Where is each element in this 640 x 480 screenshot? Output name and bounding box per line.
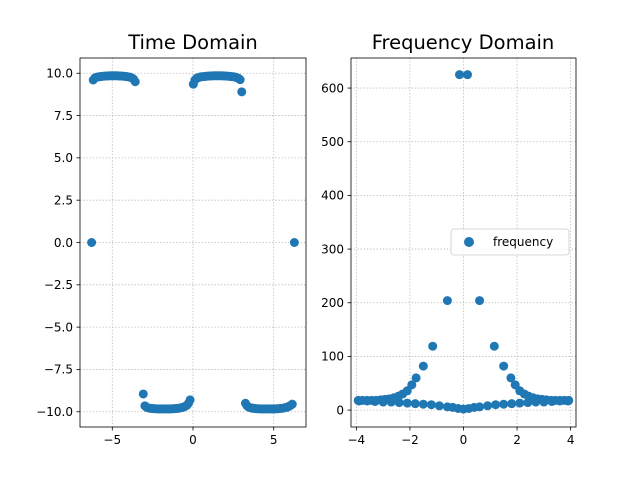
frequency-domain-ticks: −4 −2 0 2 4 0 100 200 300 400 500 600 (321, 81, 574, 447)
time-domain-y-tick-label: −5.0 (44, 320, 73, 334)
frequency-domain-point (547, 397, 557, 407)
time-domain-y-tick-label: 7.5 (54, 109, 73, 123)
frequency-domain-point (499, 361, 509, 371)
frequency-domain-panel: Frequency Domain −4 −2 0 2 4 0 100 200 300 400 500… (321, 31, 577, 447)
frequency-domain-point (499, 399, 509, 409)
time-domain-point (87, 238, 97, 247)
frequency-domain-point (418, 399, 428, 409)
frequency-domain-point (475, 296, 485, 306)
frequency-domain-point (394, 398, 404, 408)
time-domain-y-tick-label: −2.5 (44, 278, 73, 292)
time-domain-point (235, 75, 245, 85)
frequency-domain-point (411, 373, 421, 383)
time-domain-grid (80, 58, 306, 427)
frequency-domain-point (410, 399, 420, 409)
time-domain-x-tick-label: 5 (270, 433, 278, 447)
frequency-domain-point (506, 373, 516, 383)
frequency-domain-point (483, 401, 493, 411)
frequency-domain-grid (351, 58, 576, 427)
frequency-domain-point (491, 400, 501, 410)
frequency-domain-point (370, 397, 380, 407)
time-domain-ticks: −5 0 5 10.0 7.5 5.0 2.5 0.0 −2.5 −5.0 −7.5 −10.0 (36, 67, 277, 447)
frequency-domain-point (454, 70, 464, 80)
frequency-domain-point (407, 380, 417, 390)
frequency-domain-y-tick-label: 400 (321, 189, 344, 203)
frequency-domain-y-tick-label: 500 (321, 135, 344, 149)
frequency-domain-point (386, 397, 396, 407)
time-domain-title: Time Domain (127, 31, 258, 54)
frequency-domain-y-tick-label: 600 (321, 81, 344, 95)
frequency-domain-point (475, 402, 485, 412)
frequency-domain-point (539, 397, 549, 407)
frequency-domain-point (507, 399, 517, 409)
time-domain-point (289, 238, 299, 247)
frequency-domain-x-tick-label: 0 (460, 433, 468, 447)
time-domain-point (185, 395, 195, 405)
legend-marker (464, 237, 474, 247)
frequency-domain-title: Frequency Domain (372, 31, 555, 54)
frequency-domain-point (555, 396, 565, 406)
time-domain-point (287, 399, 297, 409)
frequency-domain-x-tick-label: −2 (401, 433, 419, 447)
time-domain-point (237, 87, 247, 97)
time-domain-y-tick-label: 5.0 (54, 151, 73, 165)
frequency-domain-point (434, 401, 444, 411)
time-domain-points (87, 71, 299, 414)
time-domain-point (138, 389, 148, 399)
frequency-domain-y-tick-label: 100 (321, 350, 344, 364)
legend-label-frequency: frequency (493, 235, 553, 249)
frequency-domain-point (515, 398, 525, 408)
frequency-domain-legend: frequency (450, 228, 570, 256)
frequency-domain-point (428, 341, 438, 351)
frequency-domain-point (362, 396, 372, 406)
frequency-domain-point (531, 397, 541, 407)
time-domain-y-tick-label: 0.0 (54, 236, 73, 250)
time-domain-y-tick-label: 2.5 (54, 193, 73, 207)
frequency-domain-x-tick-label: 2 (513, 433, 521, 447)
time-domain-y-tick-label: −10.0 (36, 405, 73, 419)
frequency-domain-point (426, 400, 436, 410)
frequency-domain-point (563, 396, 573, 406)
frequency-domain-point (402, 398, 412, 408)
time-domain-panel: Time Domain −5 0 5 10.0 7.5 5.0 2.5 0.0 −2.5 −5.0… (36, 31, 307, 447)
frequency-domain-point (354, 396, 364, 406)
time-domain-x-tick-label: 0 (189, 433, 197, 447)
time-domain-x-tick-label: −5 (103, 433, 121, 447)
frequency-domain-point (418, 361, 428, 371)
time-domain-y-tick-label: 10.0 (46, 67, 73, 81)
frequency-domain-point (442, 296, 452, 306)
time-domain-point (130, 77, 140, 87)
frequency-domain-point (463, 70, 473, 80)
frequency-domain-x-tick-label: −4 (348, 433, 366, 447)
frequency-domain-points (353, 70, 574, 414)
frequency-domain-x-tick-label: 4 (567, 433, 575, 447)
frequency-domain-point (489, 341, 499, 351)
legend-box (450, 228, 570, 256)
frequency-domain-y-tick-label: 300 (321, 242, 344, 256)
frequency-domain-point (378, 397, 388, 407)
time-domain-y-tick-label: −7.5 (44, 363, 73, 377)
frequency-domain-y-tick-label: 0 (336, 403, 344, 417)
frequency-domain-point (523, 398, 533, 408)
frequency-domain-y-tick-label: 200 (321, 296, 344, 310)
